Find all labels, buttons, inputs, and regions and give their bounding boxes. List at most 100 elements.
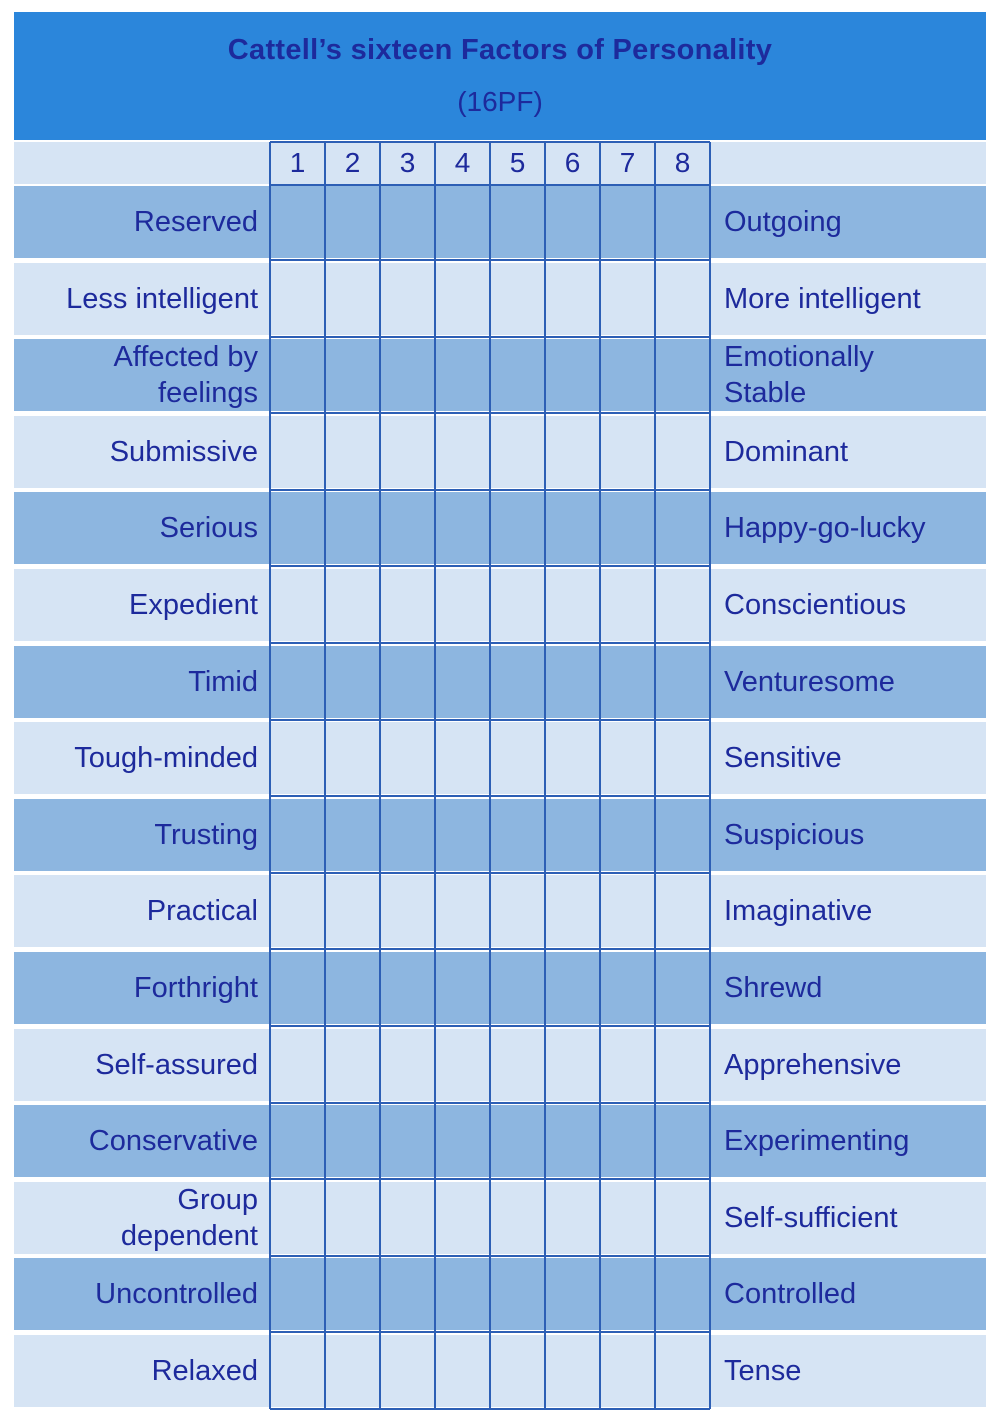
rating-cell-5-3[interactable] [380, 492, 435, 564]
rating-cell-10-8[interactable] [655, 875, 710, 947]
rating-cell-1-8[interactable] [655, 186, 710, 258]
rating-cell-9-6[interactable] [545, 799, 600, 871]
rating-cell-5-5[interactable] [490, 492, 545, 564]
rating-cell-11-8[interactable] [655, 952, 710, 1024]
rating-cell-12-3[interactable] [380, 1029, 435, 1101]
rating-cell-14-2[interactable] [325, 1182, 380, 1254]
rating-cell-11-3[interactable] [380, 952, 435, 1024]
rating-cell-4-8[interactable] [655, 416, 710, 488]
rating-cell-15-8[interactable] [655, 1258, 710, 1330]
rating-cell-8-6[interactable] [545, 722, 600, 794]
rating-cell-13-7[interactable] [600, 1105, 655, 1177]
rating-cell-10-2[interactable] [325, 875, 380, 947]
rating-cell-6-6[interactable] [545, 569, 600, 641]
rating-cell-9-8[interactable] [655, 799, 710, 871]
rating-cell-9-5[interactable] [490, 799, 545, 871]
rating-cell-1-7[interactable] [600, 186, 655, 258]
rating-cell-10-1[interactable] [270, 875, 325, 947]
rating-cell-4-4[interactable] [435, 416, 490, 488]
rating-cell-3-7[interactable] [600, 339, 655, 411]
rating-cell-3-5[interactable] [490, 339, 545, 411]
rating-cell-14-6[interactable] [545, 1182, 600, 1254]
rating-cell-11-5[interactable] [490, 952, 545, 1024]
rating-cell-1-6[interactable] [545, 186, 600, 258]
rating-cell-3-3[interactable] [380, 339, 435, 411]
rating-cell-8-8[interactable] [655, 722, 710, 794]
rating-cell-10-5[interactable] [490, 875, 545, 947]
rating-cell-9-2[interactable] [325, 799, 380, 871]
rating-cell-9-7[interactable] [600, 799, 655, 871]
rating-cell-7-8[interactable] [655, 646, 710, 718]
rating-cell-15-1[interactable] [270, 1258, 325, 1330]
rating-cell-14-4[interactable] [435, 1182, 490, 1254]
rating-cell-13-3[interactable] [380, 1105, 435, 1177]
rating-cell-16-7[interactable] [600, 1335, 655, 1407]
rating-cell-3-6[interactable] [545, 339, 600, 411]
rating-cell-10-6[interactable] [545, 875, 600, 947]
rating-cell-8-5[interactable] [490, 722, 545, 794]
rating-cell-12-1[interactable] [270, 1029, 325, 1101]
rating-cell-9-4[interactable] [435, 799, 490, 871]
rating-cell-15-5[interactable] [490, 1258, 545, 1330]
rating-cell-2-6[interactable] [545, 263, 600, 335]
rating-cell-15-6[interactable] [545, 1258, 600, 1330]
rating-cell-13-4[interactable] [435, 1105, 490, 1177]
rating-cell-8-1[interactable] [270, 722, 325, 794]
rating-cell-12-4[interactable] [435, 1029, 490, 1101]
rating-cell-12-5[interactable] [490, 1029, 545, 1101]
rating-cell-13-2[interactable] [325, 1105, 380, 1177]
rating-cell-7-6[interactable] [545, 646, 600, 718]
rating-cell-5-7[interactable] [600, 492, 655, 564]
rating-cell-12-7[interactable] [600, 1029, 655, 1101]
rating-cell-13-1[interactable] [270, 1105, 325, 1177]
rating-cell-16-8[interactable] [655, 1335, 710, 1407]
rating-cell-1-3[interactable] [380, 186, 435, 258]
rating-cell-15-3[interactable] [380, 1258, 435, 1330]
rating-cell-16-4[interactable] [435, 1335, 490, 1407]
rating-cell-2-3[interactable] [380, 263, 435, 335]
rating-cell-3-2[interactable] [325, 339, 380, 411]
rating-cell-12-2[interactable] [325, 1029, 380, 1101]
rating-cell-14-8[interactable] [655, 1182, 710, 1254]
rating-cell-7-3[interactable] [380, 646, 435, 718]
rating-cell-7-2[interactable] [325, 646, 380, 718]
rating-cell-8-2[interactable] [325, 722, 380, 794]
rating-cell-4-3[interactable] [380, 416, 435, 488]
rating-cell-15-4[interactable] [435, 1258, 490, 1330]
rating-cell-12-8[interactable] [655, 1029, 710, 1101]
rating-cell-4-2[interactable] [325, 416, 380, 488]
rating-cell-14-1[interactable] [270, 1182, 325, 1254]
rating-cell-16-5[interactable] [490, 1335, 545, 1407]
rating-cell-2-2[interactable] [325, 263, 380, 335]
rating-cell-1-1[interactable] [270, 186, 325, 258]
rating-cell-3-8[interactable] [655, 339, 710, 411]
rating-cell-11-4[interactable] [435, 952, 490, 1024]
rating-cell-14-5[interactable] [490, 1182, 545, 1254]
rating-cell-16-1[interactable] [270, 1335, 325, 1407]
rating-cell-8-4[interactable] [435, 722, 490, 794]
rating-cell-5-8[interactable] [655, 492, 710, 564]
rating-cell-9-3[interactable] [380, 799, 435, 871]
rating-cell-6-8[interactable] [655, 569, 710, 641]
rating-cell-8-3[interactable] [380, 722, 435, 794]
rating-cell-1-2[interactable] [325, 186, 380, 258]
rating-cell-7-4[interactable] [435, 646, 490, 718]
rating-cell-15-7[interactable] [600, 1258, 655, 1330]
rating-cell-4-1[interactable] [270, 416, 325, 488]
rating-cell-2-5[interactable] [490, 263, 545, 335]
rating-cell-6-5[interactable] [490, 569, 545, 641]
rating-cell-3-4[interactable] [435, 339, 490, 411]
rating-cell-11-6[interactable] [545, 952, 600, 1024]
rating-cell-6-4[interactable] [435, 569, 490, 641]
rating-cell-14-7[interactable] [600, 1182, 655, 1254]
rating-cell-16-6[interactable] [545, 1335, 600, 1407]
rating-cell-10-3[interactable] [380, 875, 435, 947]
rating-cell-4-5[interactable] [490, 416, 545, 488]
rating-cell-15-2[interactable] [325, 1258, 380, 1330]
rating-cell-16-3[interactable] [380, 1335, 435, 1407]
rating-cell-1-5[interactable] [490, 186, 545, 258]
rating-cell-9-1[interactable] [270, 799, 325, 871]
rating-cell-4-6[interactable] [545, 416, 600, 488]
rating-cell-7-7[interactable] [600, 646, 655, 718]
rating-cell-2-4[interactable] [435, 263, 490, 335]
